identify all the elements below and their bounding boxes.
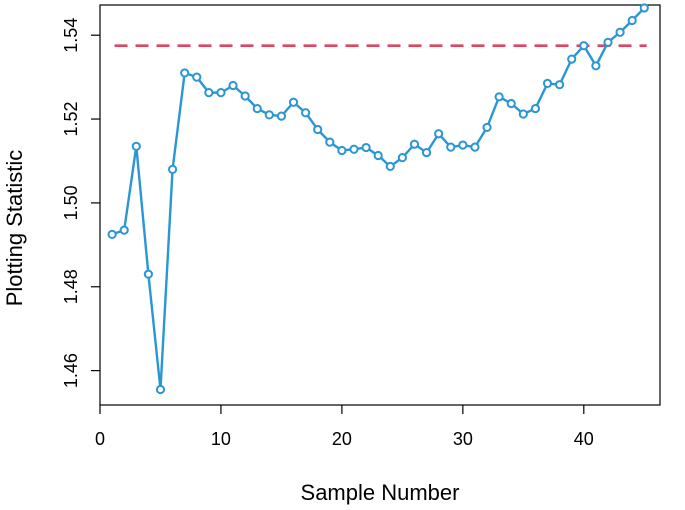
data-point — [143, 269, 153, 279]
data-point — [107, 229, 117, 239]
data-point — [228, 80, 238, 91]
data-point — [240, 91, 250, 101]
data-point — [579, 41, 589, 51]
data-point — [264, 110, 274, 120]
data-point — [180, 68, 190, 78]
data-point — [421, 147, 432, 158]
data-point — [361, 142, 371, 153]
y-axis-title: Plotting Statistic — [2, 150, 27, 307]
data-point — [482, 122, 492, 133]
data-point — [627, 15, 637, 26]
data-point — [639, 3, 649, 13]
data-point — [494, 92, 504, 102]
data-point — [615, 27, 625, 37]
data-point — [119, 225, 129, 235]
data-point — [542, 78, 553, 89]
data-point — [313, 124, 323, 135]
y-tick-label: 1.48 — [61, 269, 81, 304]
y-tick-label: 1.46 — [61, 353, 81, 388]
data-point — [397, 153, 407, 163]
data-point — [155, 384, 166, 395]
x-axis-title: Sample Number — [301, 480, 460, 505]
data-point — [409, 139, 420, 149]
data-point — [603, 37, 613, 47]
data-point — [385, 161, 395, 172]
x-tick-label: 40 — [574, 429, 594, 449]
axes: 0 10 20 30 40 1.46 1.48 1.50 1.52 1.54 — [61, 4, 661, 449]
data-point — [167, 164, 178, 174]
data-point — [349, 144, 359, 154]
x-tick-label: 20 — [332, 429, 352, 449]
data-point — [591, 61, 601, 71]
x-tick-label: 10 — [211, 429, 231, 449]
x-tick-label: 30 — [453, 429, 473, 449]
data-point — [192, 72, 202, 82]
data-point — [446, 142, 456, 152]
data-point — [216, 88, 226, 98]
data-point — [470, 142, 480, 152]
data-point — [555, 80, 565, 90]
data-point — [434, 129, 444, 139]
data-point — [530, 103, 541, 114]
data-point — [325, 137, 335, 147]
data-point — [131, 141, 141, 151]
data-point — [337, 145, 347, 156]
data-point — [373, 150, 383, 161]
y-tick-label: 1.52 — [61, 102, 81, 137]
data-point — [458, 140, 468, 150]
plot-frame — [99, 4, 661, 406]
series-group — [107, 3, 649, 395]
data-point — [276, 111, 287, 121]
data-point — [288, 97, 299, 107]
y-tick-label: 1.50 — [61, 185, 81, 220]
data-point — [301, 108, 311, 118]
y-tick-label: 1.54 — [61, 18, 81, 53]
x-tick-label: 0 — [95, 429, 105, 449]
data-point — [567, 54, 577, 64]
data-point — [204, 88, 214, 98]
series-line — [111, 7, 646, 391]
data-point — [518, 109, 528, 119]
data-point — [506, 98, 516, 109]
data-point — [252, 103, 262, 114]
